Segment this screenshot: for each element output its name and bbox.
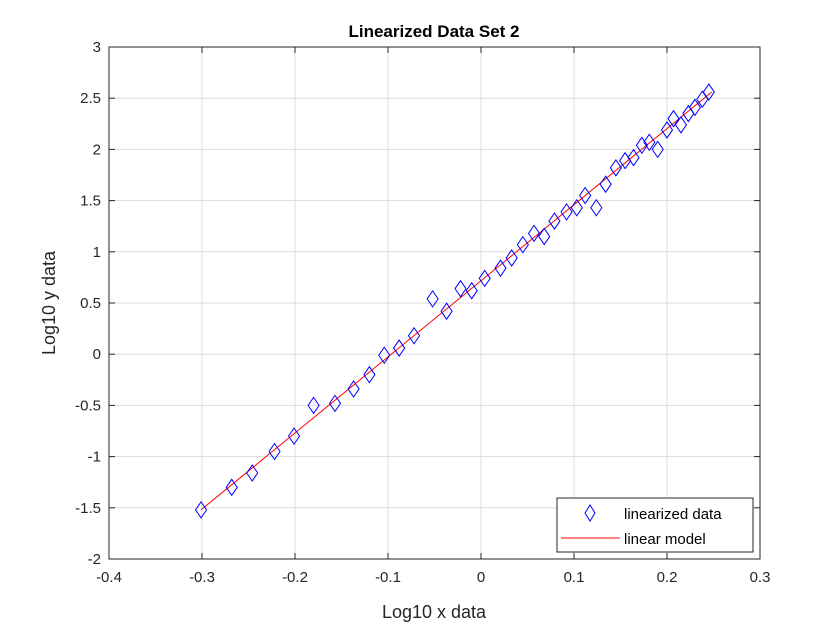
data-point-diamond [246,464,259,482]
data-point-diamond [579,186,592,205]
data-point-diamond [651,140,664,159]
data-point-diamond [599,175,612,194]
chart-title: Linearized Data Set 2 [348,22,519,41]
x-tick-label: -0.1 [375,569,401,586]
data-point-diamond [194,500,208,519]
legend-entry-linearized-data: linearized data [584,504,722,523]
data-point-diamond [688,98,702,117]
data-point-diamond [328,394,342,413]
data-point-diamond [643,133,656,152]
data-point-diamond [440,302,453,321]
data-point-diamond [307,396,320,415]
legend: linearized data linear model [556,497,754,553]
data-point-diamond [516,235,529,254]
data-point-diamond [660,121,674,139]
x-tick-label: 0.2 [657,569,678,586]
y-tick-label: 1.5 [80,193,101,210]
data-point-diamond [225,478,238,497]
y-tick-label: -1.5 [75,500,101,517]
y-tick-label: 0.5 [80,295,101,312]
data-point-diamond [538,227,551,246]
data-point-diamond [393,339,406,357]
data-point-diamond [590,198,603,217]
data-point-diamond [494,259,507,278]
x-tick-label: -0.4 [96,569,122,586]
data-point-diamond [287,427,301,446]
linear-model-line [200,91,712,511]
tick-labels: -0.4 -0.3 -0.2 -0.1 0 0.1 0.2 0.3 -2 -1.5 -1 -0.5 0 0… [75,39,770,586]
data-point-diamond [347,380,360,398]
y-tick-label: 2 [93,141,101,158]
legend-label-linearized-data: linearized data [624,506,722,523]
data-point-diamond [505,249,518,267]
x-tick-label: -0.2 [282,569,308,586]
y-tick-label: 2.5 [80,90,101,107]
data-point-diamond [674,115,688,134]
legend-entry-linear-model: linear model [561,531,706,548]
y-tick-label: -2 [88,551,101,568]
data-point-diamond [667,109,680,128]
data-point-diamond [570,198,583,217]
data-point-diamond [407,326,421,345]
x-axis-label: Log10 x data [382,602,487,622]
x-tick-label: 0 [477,569,485,586]
ticks [108,46,761,560]
data-point-diamond [478,269,491,288]
data-point-diamond [627,148,640,167]
legend-label-linear-model: linear model [624,531,706,548]
data-point-diamond [560,202,573,221]
y-tick-label: 0 [93,346,101,363]
data-point-diamond [609,158,622,177]
x-tick-label: 0.1 [564,569,585,586]
data-point-diamond [635,136,648,155]
data-point-diamond [527,224,541,243]
legend-diamond-marker [584,504,596,522]
data-point-diamond [426,290,439,308]
y-tick-label: -0.5 [75,397,101,414]
data-point-diamond [702,83,715,101]
data-point-diamond [465,281,478,300]
y-tick-label: 1 [93,244,101,261]
data-point-diamond [363,365,376,384]
data-point-diamond [378,346,391,365]
data-point-diamond [268,442,281,461]
legend-box [556,497,754,553]
y-tick-label: 3 [93,39,101,56]
data-point-diamond [548,212,561,230]
data-point-diamond [454,279,467,298]
x-tick-label: -0.3 [189,569,215,586]
x-tick-label: 0.3 [750,569,771,586]
series-layer [194,83,715,519]
y-axis-label: Log10 y data [39,250,59,355]
y-tick-label: -1 [88,449,101,466]
